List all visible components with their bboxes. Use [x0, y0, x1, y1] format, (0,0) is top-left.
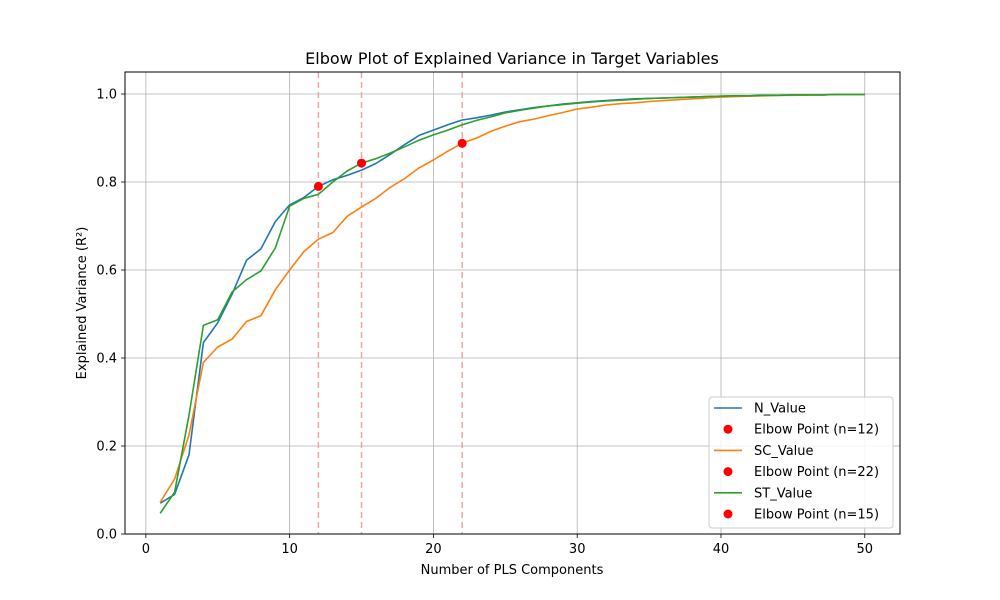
- legend-marker-swatch: [723, 424, 733, 434]
- y-axis-label: Explained Variance (R²): [75, 227, 90, 380]
- y-tick-label: 1.0: [96, 88, 117, 103]
- legend-box: [708, 396, 894, 529]
- plot-frame: [124, 71, 901, 535]
- legend-label: Elbow Point (n=15): [754, 508, 879, 523]
- series-lines: [159, 93, 865, 514]
- y-tick-label: 0.6: [96, 264, 117, 279]
- x-tick-label: 20: [425, 542, 442, 557]
- x-tick-label: 0: [142, 542, 150, 557]
- x-tick-label: 40: [713, 542, 730, 557]
- chart-title: Elbow Plot of Explained Variance in Targ…: [305, 49, 719, 68]
- legend-marker-swatch: [723, 467, 733, 477]
- y-tick-label: 0.2: [96, 440, 117, 455]
- y-axis-ticks: 0.0 0.2 0.4 0.6 0.8 1.0: [96, 88, 125, 543]
- series-line-st-value: [159, 93, 865, 514]
- legend: N_Value Elbow Point (n=12) SC_Value Elbow P…: [708, 396, 894, 529]
- legend-label: Elbow Point (n=12): [754, 423, 879, 438]
- x-axis-ticks: 0 10 20 30 40 50: [142, 534, 873, 557]
- elbow-point: [357, 158, 367, 168]
- y-tick-label: 0.8: [96, 176, 117, 191]
- legend-label: Elbow Point (n=22): [754, 465, 879, 480]
- elbow-points: [313, 138, 467, 191]
- elbow-point: [313, 181, 323, 191]
- legend-label: SC_Value: [754, 444, 814, 459]
- x-tick-label: 30: [569, 542, 586, 557]
- y-tick-label: 0.4: [96, 352, 117, 367]
- legend-label: N_Value: [754, 402, 806, 417]
- y-tick-label: 0.0: [96, 528, 117, 543]
- legend-marker-swatch: [723, 509, 733, 519]
- elbow-point: [457, 138, 467, 148]
- legend-label: ST_Value: [754, 486, 812, 501]
- x-tick-label: 10: [281, 542, 298, 557]
- x-tick-label: 50: [856, 542, 873, 557]
- x-axis-label: Number of PLS Components: [421, 563, 604, 578]
- elbow-guides: [317, 72, 463, 534]
